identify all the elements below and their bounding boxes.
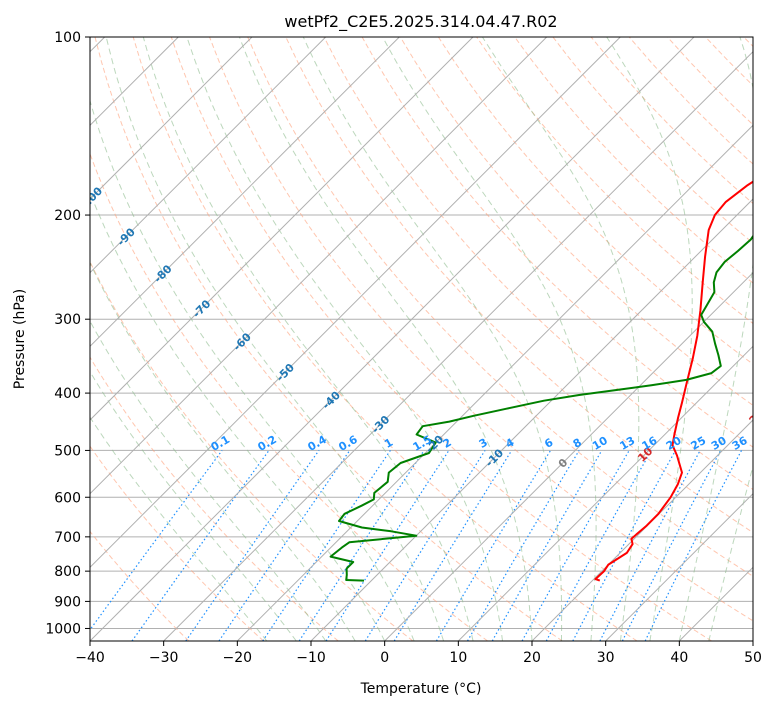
x-axis-ticks: −40 −30 −20 −10 0 10 20 30 40 50 <box>75 641 762 666</box>
isotherm-gridline <box>90 37 253 200</box>
x-tick-label: −30 <box>149 650 179 666</box>
plot-frame <box>89 36 754 642</box>
isotherm-gridline <box>90 37 400 348</box>
y-tick-label: 700 <box>54 530 81 546</box>
isotherm-gridline <box>90 37 548 495</box>
y-tick-label: 300 <box>54 312 81 328</box>
y-axis-ticks: 100 200 300 400 500 600 700 800 900 1000 <box>45 30 90 637</box>
mixing-ratio-line <box>545 450 652 641</box>
moist-adiabat <box>90 370 297 641</box>
isotherm-gridline <box>384 271 753 641</box>
dry-adiabat <box>209 37 753 622</box>
y-tick-label: 400 <box>54 386 81 402</box>
dry-adiabat <box>90 152 488 641</box>
x-tick-label: 30 <box>597 650 615 666</box>
dry-adiabat <box>170 37 712 641</box>
isotherm-gridline <box>90 37 621 569</box>
x-tick-label: 40 <box>670 650 688 666</box>
dry-adiabat <box>399 37 753 407</box>
mixing-ratio-line <box>393 450 513 641</box>
x-tick-label: 10 <box>449 650 467 666</box>
moist-adiabat <box>382 37 597 641</box>
y-tick-label: 900 <box>54 594 81 610</box>
moist-adiabat <box>606 37 693 641</box>
isotherm-gridline <box>236 124 753 641</box>
dewpoint-profile-line <box>329 234 753 582</box>
mixing-ratio-line <box>185 450 320 641</box>
x-tick-label: 0 <box>380 650 389 666</box>
isotherm-gridlines <box>90 37 753 641</box>
isotherm-label: 20 <box>747 407 767 427</box>
chart-title: wetPf2_C2E5.2025.314.04.47.R02 <box>284 12 557 32</box>
x-axis-label: Temperature (°C) <box>360 681 482 697</box>
profile-lines <box>329 180 753 582</box>
mixing-ratio-line <box>90 450 223 631</box>
isotherm-gridline <box>310 198 753 641</box>
dry-adiabat <box>132 37 638 641</box>
x-tick-label: −10 <box>296 650 326 666</box>
isotherm-gridline <box>90 37 474 421</box>
dry-adiabat <box>323 37 753 491</box>
y-tick-label: 200 <box>54 208 81 224</box>
moist-adiabat <box>678 37 753 641</box>
isotherm-gridline <box>163 50 753 641</box>
isotherm-gridline <box>605 492 753 641</box>
isotherm-gridline <box>457 345 753 641</box>
moist-adiabat <box>481 37 640 641</box>
y-tick-label: 800 <box>54 564 81 580</box>
mixing-ratio-line <box>621 450 722 641</box>
y-tick-label: 1000 <box>45 621 81 637</box>
y-tick-label: 100 <box>54 30 81 46</box>
mixing-ratio-line <box>262 450 391 641</box>
isotherm-gridline <box>90 37 327 274</box>
mixing-ratio-labels: 0.1 0.2 0.4 0.6 1 1.5 2 3 4 6 8 10 13 16 20 25 30 36 <box>209 433 750 454</box>
x-tick-label: −20 <box>223 650 253 666</box>
moist-adiabat <box>90 320 327 641</box>
moist-adiabat <box>90 261 356 641</box>
isobar-gridlines <box>90 37 753 629</box>
isotherm-gridline <box>90 37 695 641</box>
dry-adiabat <box>94 37 563 641</box>
dry-adiabat <box>247 37 753 577</box>
moist-adiabat <box>302 37 563 641</box>
dry-adiabat <box>514 37 753 284</box>
dry-adiabat <box>90 356 339 641</box>
x-tick-label: −40 <box>75 650 105 666</box>
y-tick-label: 600 <box>54 490 81 506</box>
y-tick-label: 500 <box>54 443 81 459</box>
dry-adiabat <box>437 37 753 365</box>
mixing-ratio-line <box>521 450 630 641</box>
moist-adiabat <box>90 191 386 641</box>
moist-adiabats <box>90 37 753 641</box>
y-axis-label: Pressure (hPa) <box>12 289 28 389</box>
moist-adiabat <box>142 37 474 641</box>
moist-adiabat <box>186 37 503 641</box>
plot-area <box>90 37 753 641</box>
mixing-ratio-line <box>572 450 677 641</box>
moist-adiabat <box>105 37 445 641</box>
dry-adiabat <box>90 530 190 641</box>
mixing-ratio-line <box>325 450 450 641</box>
mixing-ratio-line <box>298 450 425 641</box>
x-tick-label: 20 <box>523 650 541 666</box>
dry-adiabat <box>90 445 264 641</box>
mixing-ratio-line <box>218 450 351 641</box>
temperature-profile-line <box>594 180 753 582</box>
x-tick-label: 50 <box>744 650 762 666</box>
moist-adiabat <box>90 416 268 641</box>
moist-adiabat <box>238 37 533 641</box>
mixing-ratio-line <box>644 450 743 641</box>
moist-adiabat <box>708 464 753 641</box>
